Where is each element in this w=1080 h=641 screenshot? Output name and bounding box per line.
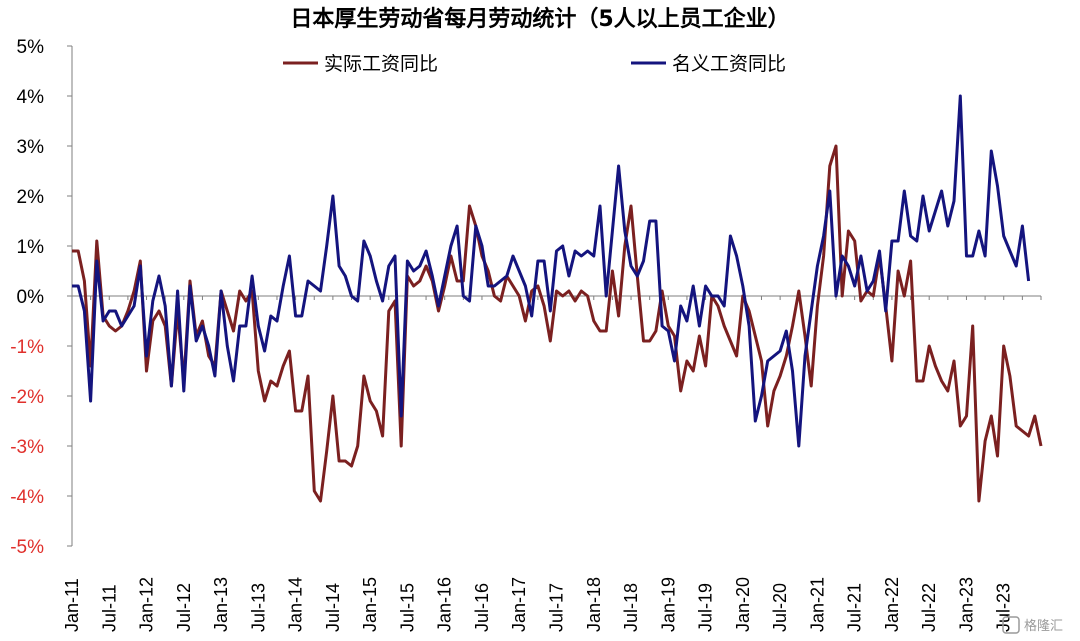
series-layer — [72, 94, 1043, 503]
x-tick-label: Jul-13 — [248, 583, 268, 632]
y-tick-label: -2% — [10, 387, 44, 408]
x-tick-label: Jan-20 — [733, 577, 753, 632]
y-tick-label: -1% — [10, 337, 44, 358]
x-tick-label: Jan-14 — [286, 577, 306, 632]
y-tick-label: 1% — [17, 237, 45, 258]
x-tick-label: Jul-12 — [174, 583, 194, 632]
x-tick-label: Jan-17 — [509, 577, 529, 632]
watermark: 格隆汇 — [1002, 616, 1063, 634]
x-tick-label: Jul-15 — [397, 583, 417, 632]
watermark-text: 格隆汇 — [1024, 618, 1063, 634]
y-tick-label: -4% — [10, 487, 44, 508]
y-tick-label: 5% — [17, 37, 45, 58]
x-tick-label: Jan-16 — [435, 577, 455, 632]
x-axis: Jan-11 Jul-11 Jan-12 Jul-12 Jan-13 Jul-13 Jan-… — [62, 295, 1042, 632]
x-tick-label: Jul-19 — [696, 583, 716, 632]
x-tick-label: Jan-19 — [658, 577, 678, 632]
x-tick-label: Jul-17 — [547, 583, 567, 632]
x-tick-label: Jan-15 — [360, 577, 380, 632]
x-tick-label: Jan-12 — [137, 577, 157, 632]
x-tick-label: Jul-11 — [99, 584, 119, 632]
legend-label-nominal-wage: 名义工资同比 — [672, 53, 786, 75]
y-tick-label: 3% — [17, 137, 45, 158]
y-tick-label: 2% — [17, 187, 45, 208]
x-tick-label: Jul-18 — [621, 583, 641, 632]
y-tick-label: -3% — [10, 437, 44, 458]
x-tick-label: Jul-16 — [472, 583, 492, 632]
y-tick-label: 4% — [17, 87, 45, 108]
x-tick-label: Jan-23 — [956, 577, 976, 632]
legend: 实际工资同比 名义工资同比 — [283, 53, 786, 75]
x-tick-label: Jan-22 — [882, 577, 902, 632]
y-axis: 5% 4% 3% 2% 1% 0% -1% -2% -3% -4% -5% — [10, 37, 73, 558]
series-line-nominal-wage — [72, 94, 1031, 448]
chart-title: 日本厚生劳动省每月劳动统计（5人以上员工企业） — [290, 6, 789, 32]
x-tick-label: Jul-14 — [323, 583, 343, 632]
legend-label-real-wage: 实际工资同比 — [324, 53, 438, 75]
x-tick-label: Jul-22 — [919, 583, 939, 632]
watermark-logo-icon — [1002, 616, 1020, 634]
x-tick-label: Jan-11 — [62, 578, 82, 632]
x-tick-label: Jul-20 — [770, 583, 790, 632]
x-tick-label: Jan-13 — [211, 577, 231, 632]
x-tick-label: Jan-18 — [584, 577, 604, 632]
y-tick-label: 0% — [17, 287, 45, 308]
x-tick-label: Jul-23 — [994, 583, 1014, 632]
x-tick-label: Jan-21 — [807, 577, 827, 632]
y-tick-label: -5% — [10, 537, 44, 558]
x-tick-label: Jul-21 — [845, 583, 865, 632]
